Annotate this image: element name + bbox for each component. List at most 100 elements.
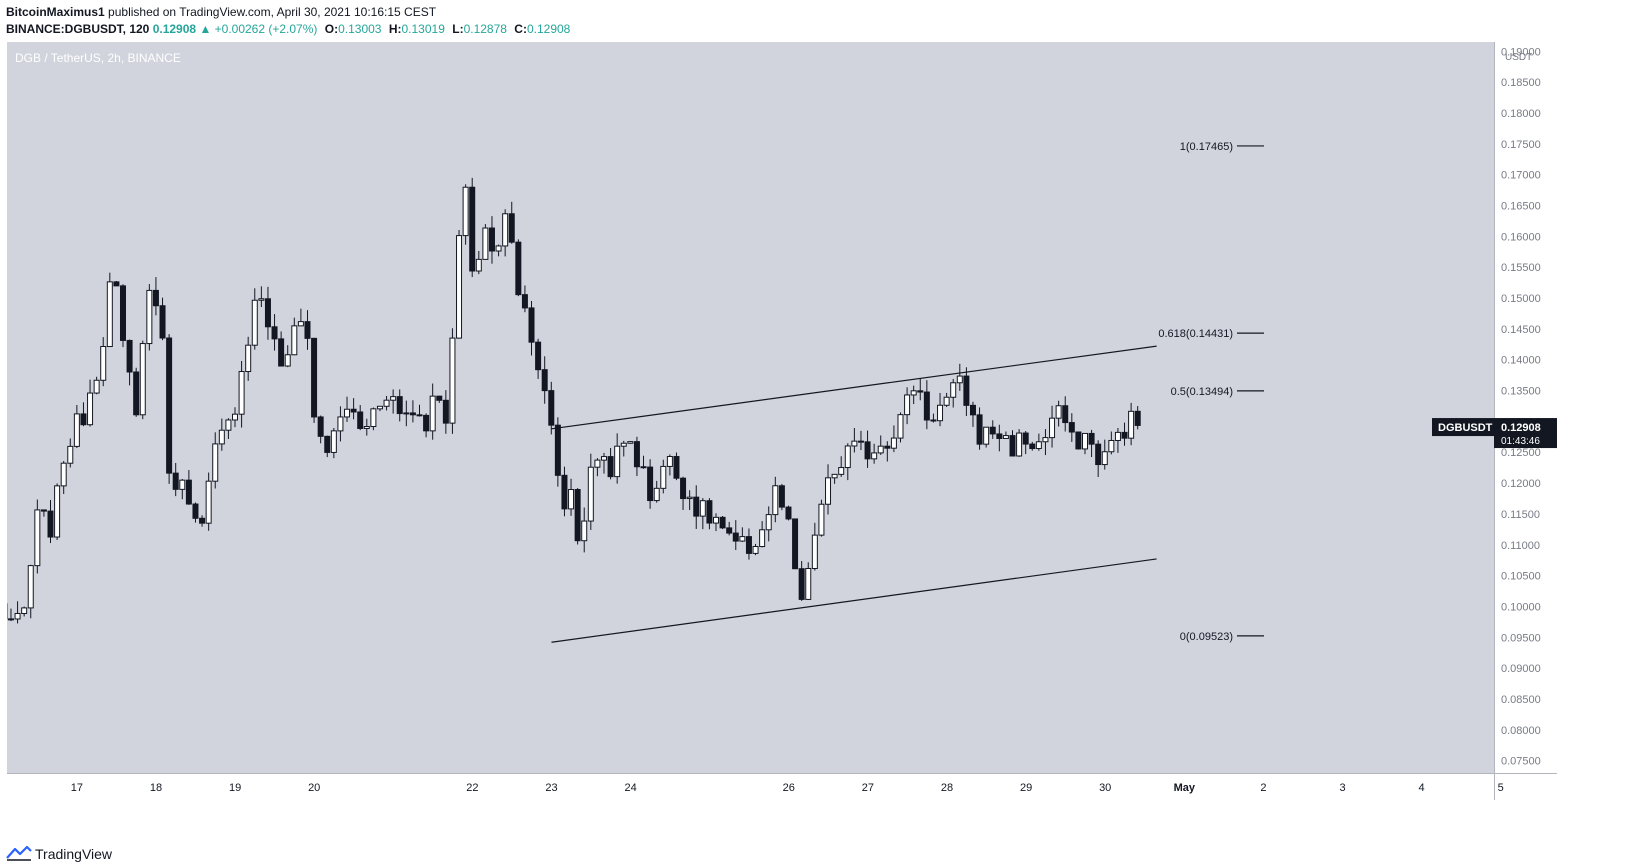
x-tick-labels: 17 18 19 20 22 23 24 26 27 28 29 30 May 2 3 4 5	[71, 782, 1504, 794]
candle-body	[818, 503, 825, 536]
y-tick-label: 0.13500	[1501, 386, 1541, 398]
y-tick-label: 0.15500	[1501, 262, 1541, 274]
candle-body	[1088, 432, 1095, 445]
candle-body	[1114, 431, 1121, 441]
y-tick-label: 0.15000	[1501, 293, 1541, 305]
candle-body	[581, 520, 588, 542]
candle-body	[106, 281, 113, 348]
candle-body	[14, 612, 21, 620]
candle-body	[548, 390, 555, 426]
candle-body	[752, 546, 759, 554]
candle-body	[370, 408, 377, 428]
candle-body	[93, 379, 100, 394]
candle-body	[521, 294, 528, 309]
candle-body	[284, 354, 291, 367]
candle-body	[218, 429, 225, 445]
price-axis[interactable]	[1494, 42, 1557, 773]
candle-body	[1029, 443, 1036, 450]
x-tick-label: 4	[1419, 782, 1425, 794]
candle-body	[805, 567, 812, 600]
candle-body	[1108, 439, 1115, 453]
candle-body	[765, 514, 772, 531]
candle-body	[528, 307, 535, 343]
candle-body	[950, 382, 957, 398]
candle-body	[304, 321, 311, 339]
footer: TradingView	[0, 838, 1627, 867]
candle-body	[1042, 437, 1049, 443]
candle-body	[383, 399, 390, 407]
candle-body	[205, 480, 212, 524]
open-value: 0.13003	[338, 22, 382, 36]
candle-body	[87, 392, 94, 426]
candle-body	[357, 411, 364, 429]
candle-body	[673, 456, 680, 479]
candle-body	[390, 396, 397, 401]
candle-body	[930, 419, 937, 422]
candle-body	[1002, 435, 1009, 439]
high-value: 0.13019	[401, 22, 445, 36]
y-tick-label: 0.18000	[1501, 108, 1541, 120]
candle-body	[469, 186, 476, 272]
candle-body	[1055, 405, 1062, 419]
candle-body	[851, 440, 858, 447]
channel-line-lower[interactable]	[551, 558, 1157, 643]
candle-body	[1134, 410, 1141, 426]
candle-body	[1016, 432, 1023, 457]
author-name[interactable]: BitcoinMaximus1	[6, 5, 105, 19]
candle-body	[838, 467, 845, 475]
candle-body	[1035, 441, 1042, 450]
low-label: L:	[452, 22, 464, 36]
publish-info: BitcoinMaximus1 published on TradingView…	[6, 5, 436, 19]
candle-body	[152, 289, 159, 307]
candle-body	[495, 245, 502, 252]
x-tick-label: 24	[624, 782, 636, 794]
candle-body	[251, 299, 258, 346]
candle-body	[34, 509, 41, 567]
candle-body	[554, 424, 561, 476]
channel-line-upper[interactable]	[551, 345, 1157, 430]
tradingview-logo-icon[interactable]	[6, 845, 32, 861]
chart-area[interactable]: DGB / TetherUS, 2h, BINANCE 0.07500 0.080…	[1, 42, 1557, 830]
fib-level-label: 1(0.17465)	[1180, 141, 1233, 153]
candle-body	[47, 510, 54, 538]
plot-background	[7, 42, 1494, 773]
candle-body	[614, 445, 621, 478]
price-label-group: DGBUSDT 0.12908 01:43:46	[1432, 418, 1557, 449]
candle-body	[409, 412, 416, 416]
candle-body	[330, 430, 337, 453]
candle-body	[225, 419, 232, 431]
candle-body	[1068, 422, 1075, 433]
y-tick-labels: 0.07500 0.08000 0.08500 0.09000 0.09500 0.100…	[1501, 46, 1541, 767]
candle-body	[785, 506, 792, 520]
candle-body	[923, 391, 930, 421]
time-axis[interactable]	[7, 773, 1557, 800]
candle-body	[1049, 417, 1056, 439]
high-label: H:	[388, 22, 402, 36]
candle-body	[100, 346, 107, 381]
candle-body	[877, 445, 884, 454]
open-label: O:	[324, 22, 339, 36]
candle-body	[857, 440, 864, 443]
tradingview-brand[interactable]: TradingView	[35, 846, 113, 862]
candle-body	[719, 516, 726, 529]
candle-body	[653, 487, 660, 502]
low-value: 0.12878	[463, 22, 507, 36]
candle-body	[989, 426, 996, 435]
candle-body	[456, 235, 463, 339]
candle-body	[996, 433, 1003, 439]
candle-body	[956, 375, 963, 384]
candle-body	[541, 369, 548, 392]
candle-body	[179, 479, 186, 490]
candle-body	[436, 395, 443, 401]
y-tick-label: 0.08000	[1501, 725, 1541, 737]
candlestick-chart[interactable]: DGB / TetherUS, 2h, BINANCE 0.07500 0.080…	[1, 42, 1557, 830]
candle-body	[324, 435, 331, 453]
candle-body	[798, 568, 805, 600]
candle-body	[976, 414, 983, 445]
y-tick-label: 0.12500	[1501, 447, 1541, 459]
candle-body	[139, 343, 146, 416]
y-tick-label: 0.19000	[1501, 46, 1541, 58]
candle-body	[640, 466, 647, 469]
candle-body	[245, 344, 252, 373]
x-tick-label: 17	[71, 782, 83, 794]
